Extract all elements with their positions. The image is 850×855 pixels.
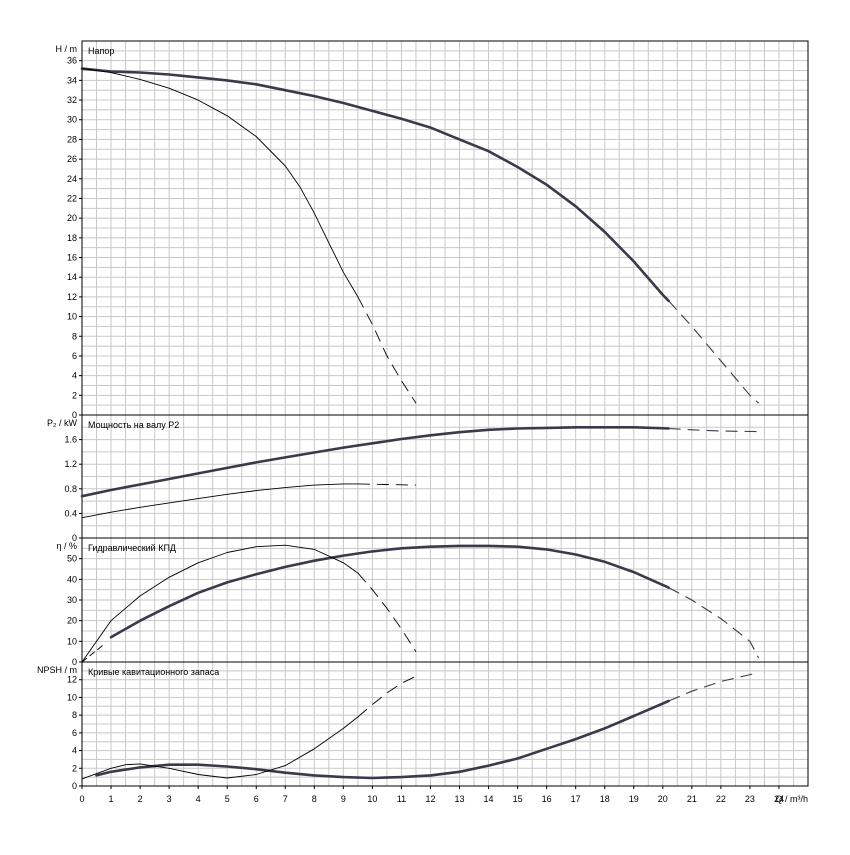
- y-tick-label: 24: [67, 174, 77, 184]
- y-tick-label: 20: [67, 213, 77, 223]
- y-axis-label: NPSH / m: [37, 665, 77, 675]
- x-tick-label: 4: [196, 794, 201, 804]
- y-tick-label: 16: [67, 253, 77, 263]
- panel-title: Мощность на валу P2: [88, 420, 179, 430]
- panel-title: Гидравлический КПД: [88, 543, 176, 553]
- panel-title: Кривые кавитационного запаса: [88, 667, 219, 677]
- y-tick-label: 0: [72, 781, 77, 791]
- panel-frame: [81, 661, 809, 787]
- curve-dashed-extension-2: [357, 675, 417, 718]
- x-tick-label: 5: [225, 794, 230, 804]
- y-tick-label: 1.2: [64, 459, 77, 469]
- y-tick-label: 34: [67, 75, 77, 85]
- x-tick-label: 17: [571, 794, 581, 804]
- x-tick-label: 0: [79, 794, 84, 804]
- x-tick-label: 22: [716, 794, 726, 804]
- x-tick-label: 19: [629, 794, 639, 804]
- y-tick-label: 12: [67, 675, 77, 685]
- y-tick-label: 2: [72, 763, 77, 773]
- x-tick-label: 9: [341, 794, 346, 804]
- curve-dashed-extension-1: [668, 587, 760, 659]
- y-tick-label: 20: [67, 616, 77, 626]
- y-tick-label: 10: [67, 636, 77, 646]
- curve-thin-2: [81, 68, 359, 298]
- x-tick-label: 1: [109, 794, 114, 804]
- y-tick-label: 10: [67, 692, 77, 702]
- y-tick-label: 10: [67, 312, 77, 322]
- x-tick-label: 14: [484, 794, 494, 804]
- curve-thick-1: [109, 544, 670, 639]
- curve-thick-1: [95, 699, 670, 780]
- x-tick-label: 8: [312, 794, 317, 804]
- x-tick-label: 7: [283, 794, 288, 804]
- y-tick-label: 14: [67, 272, 77, 282]
- y-tick-label: 2: [72, 390, 77, 400]
- y-axis-label: η / %: [56, 541, 77, 551]
- curve-thick-1: [80, 67, 670, 303]
- panel-3: 0 10 20 30 40 50 η / % Гидравлический КПД: [56, 537, 809, 667]
- x-tick-label: 10: [367, 794, 377, 804]
- panel-2: 0 0.4 0.8 1.2 1.6 P₂ / kW Мощность на валу P2: [47, 414, 809, 543]
- y-tick-label: 50: [67, 554, 77, 564]
- y-tick-label: 8: [72, 710, 77, 720]
- y-tick-label: 8: [72, 331, 77, 341]
- curve-dashed-extension-1: [668, 427, 759, 433]
- y-tick-label: 26: [67, 154, 77, 164]
- y-tick-label: 0: [72, 410, 77, 420]
- x-tick-label: 11: [397, 794, 406, 804]
- y-tick-label: 0.8: [64, 484, 77, 494]
- y-tick-label: 0: [72, 533, 77, 543]
- y-tick-label: 1.6: [64, 435, 77, 445]
- y-tick-label: 0: [72, 657, 77, 667]
- y-tick-label: 4: [72, 371, 77, 381]
- y-tick-label: 6: [72, 351, 77, 361]
- x-tick-label: 20: [658, 794, 668, 804]
- panel-title: Напор: [88, 46, 114, 56]
- x-tick-label: 16: [542, 794, 552, 804]
- y-tick-label: 32: [67, 95, 77, 105]
- y-tick-label: 18: [67, 233, 77, 243]
- curve-dashed-extension-1: [668, 300, 759, 404]
- y-tick-label: 6: [72, 728, 77, 738]
- x-tick-label: 15: [513, 794, 523, 804]
- curve-thin-2: [81, 716, 359, 780]
- x-tick-label: 3: [167, 794, 172, 804]
- x-tick-label: 13: [455, 794, 465, 804]
- curve-dashed-extension-2: [357, 296, 417, 404]
- y-tick-label: 28: [67, 134, 77, 144]
- x-tick-label: 18: [600, 794, 610, 804]
- y-tick-label: 30: [67, 115, 77, 125]
- y-tick-label: 12: [67, 292, 77, 302]
- curve-thick-1: [80, 426, 670, 498]
- x-tick-label: 24: [774, 794, 784, 804]
- x-tick-label: 23: [745, 794, 755, 804]
- y-tick-label: 40: [67, 574, 77, 584]
- curve-thin-3: [81, 642, 106, 663]
- x-tick-label: 12: [425, 794, 435, 804]
- y-tick-label: 0.4: [64, 508, 77, 518]
- y-tick-label: 36: [67, 56, 77, 66]
- y-tick-label: 22: [67, 193, 77, 203]
- curve-dashed-extension-1: [668, 672, 759, 702]
- x-axis-label: Q / m³/h: [775, 794, 808, 804]
- y-tick-label: 4: [72, 746, 77, 756]
- y-tick-label: 30: [67, 595, 77, 605]
- x-tick-label: 6: [254, 794, 259, 804]
- curve-thin-2: [81, 544, 359, 663]
- curve-dashed-extension-2: [357, 572, 417, 652]
- curve-thin-2: [81, 483, 359, 519]
- x-tick-label: 2: [138, 794, 143, 804]
- curve-dashed-extension-2: [357, 483, 417, 486]
- y-axis-label: P₂ / kW: [47, 418, 77, 428]
- x-tick-label: 21: [687, 794, 697, 804]
- y-axis-label: H / m: [56, 44, 78, 54]
